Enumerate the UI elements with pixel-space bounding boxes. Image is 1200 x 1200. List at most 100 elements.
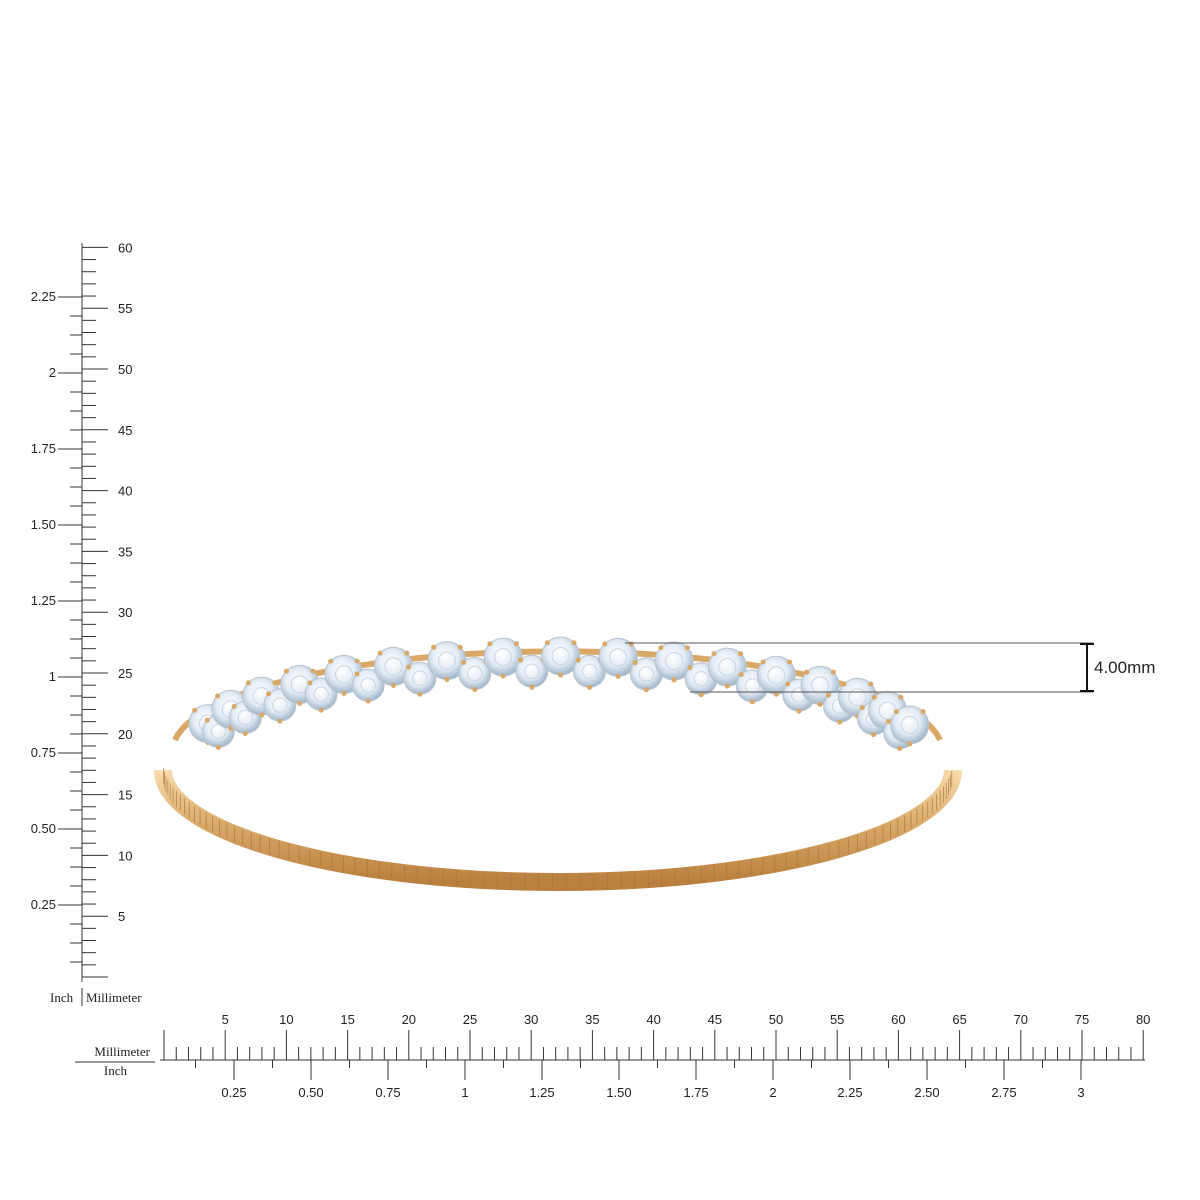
stone-table xyxy=(334,665,354,684)
prong xyxy=(472,687,478,693)
prong xyxy=(328,658,334,664)
ruler-label: 2 xyxy=(49,365,56,380)
ruler-label: 25 xyxy=(463,1012,477,1027)
prong xyxy=(406,664,412,670)
prong xyxy=(684,645,690,651)
ruler-label: 0.75 xyxy=(375,1085,400,1100)
prong xyxy=(738,651,744,657)
stone-table xyxy=(693,671,709,687)
ruler-label: 0.50 xyxy=(298,1085,323,1100)
prong xyxy=(628,641,634,647)
prong xyxy=(658,645,664,651)
prong xyxy=(886,718,892,724)
ruler-label: 15 xyxy=(340,1012,354,1027)
ruler-label: 55 xyxy=(118,301,132,316)
prong xyxy=(817,701,823,707)
dimension-label: 4.00mm xyxy=(1094,658,1155,677)
prong xyxy=(544,640,550,646)
ruler-label: 1.50 xyxy=(606,1085,631,1100)
ruler-label: 60 xyxy=(891,1012,905,1027)
prong xyxy=(297,700,303,706)
prong xyxy=(787,659,793,665)
prong xyxy=(277,718,283,724)
prong xyxy=(461,659,467,665)
ruler-label: 2.25 xyxy=(31,289,56,304)
prong xyxy=(518,657,524,663)
prong xyxy=(390,682,396,688)
ruler-label: 1 xyxy=(49,669,56,684)
ruler-label: 5 xyxy=(222,1012,229,1027)
prong xyxy=(571,640,577,646)
prong xyxy=(215,693,221,699)
prong xyxy=(245,680,251,686)
ruler-label: 15 xyxy=(118,788,132,803)
prong xyxy=(643,687,649,693)
bracelet-band xyxy=(154,769,962,891)
prong xyxy=(417,691,423,697)
ruler-label: 0.75 xyxy=(31,745,56,760)
prong xyxy=(318,707,324,713)
unit-label: Millimeter xyxy=(94,1044,150,1059)
prong xyxy=(431,644,437,650)
ruler-label: 10 xyxy=(279,1012,293,1027)
prong xyxy=(773,691,779,697)
prong xyxy=(871,732,877,738)
prong xyxy=(283,668,289,674)
ruler-label: 2 xyxy=(769,1085,776,1100)
ruler-label: 75 xyxy=(1075,1012,1089,1027)
prong xyxy=(897,746,903,752)
prong xyxy=(898,694,904,700)
stone-table xyxy=(272,697,288,713)
prong xyxy=(365,698,371,704)
prong xyxy=(615,673,621,679)
ruler-label: 40 xyxy=(646,1012,660,1027)
bracelet xyxy=(154,636,962,891)
ruler-label: 70 xyxy=(1014,1012,1028,1027)
ruler-label: 0.25 xyxy=(221,1085,246,1100)
stone-table xyxy=(494,648,513,667)
prong xyxy=(215,744,221,750)
prong xyxy=(272,680,278,686)
prong xyxy=(632,660,638,666)
ruler-label: 45 xyxy=(118,423,132,438)
ruler-label: 2.75 xyxy=(991,1085,1016,1100)
ruler-label: 10 xyxy=(118,848,132,863)
stone-table xyxy=(412,670,428,686)
prong xyxy=(804,669,810,675)
prong xyxy=(841,681,847,687)
ruler-label: 2.50 xyxy=(914,1085,939,1100)
ruler-label: 0.50 xyxy=(31,821,56,836)
prong xyxy=(487,641,493,647)
unit-label: Millimeter xyxy=(86,990,142,1005)
ruler-label: 35 xyxy=(585,1012,599,1027)
prong xyxy=(893,709,899,715)
stone-table xyxy=(744,678,761,694)
prong xyxy=(259,712,265,718)
stone-table xyxy=(609,648,628,667)
ruler-label: 40 xyxy=(118,484,132,499)
ruler-label: 1.75 xyxy=(683,1085,708,1100)
ruler-label: 2.25 xyxy=(837,1085,862,1100)
prong xyxy=(711,651,717,657)
prong xyxy=(698,692,704,698)
ruler-label: 35 xyxy=(118,544,132,559)
prong xyxy=(204,717,210,723)
unit-label: Inch xyxy=(50,990,74,1005)
prong xyxy=(871,694,877,700)
ruler-label: 55 xyxy=(830,1012,844,1027)
ruler-label: 0.25 xyxy=(31,897,56,912)
prong xyxy=(868,681,874,687)
stone-table xyxy=(638,666,655,682)
prong xyxy=(586,684,592,690)
prong xyxy=(738,672,744,678)
ruler-label: 30 xyxy=(118,605,132,620)
prong xyxy=(444,677,450,683)
stone-table xyxy=(237,709,254,726)
prong xyxy=(529,684,535,690)
prong xyxy=(785,681,791,687)
ruler-label: 3 xyxy=(1077,1085,1084,1100)
ruler-label: 80 xyxy=(1136,1012,1150,1027)
ruler-label: 1 xyxy=(461,1085,468,1100)
prong xyxy=(575,657,581,663)
